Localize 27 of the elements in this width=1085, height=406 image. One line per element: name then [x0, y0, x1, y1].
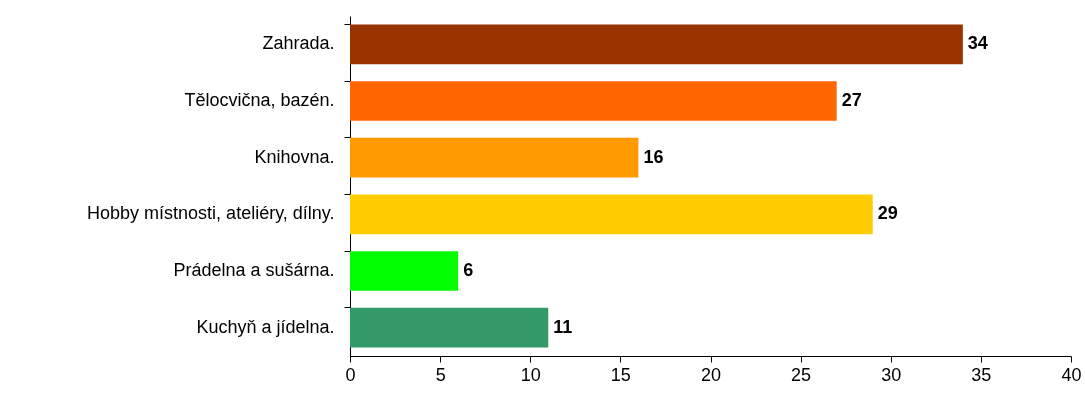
- bar: [350, 307, 549, 348]
- x-tick-label: 0: [345, 364, 356, 385]
- bar: [350, 251, 459, 291]
- data-label: 16: [643, 146, 664, 167]
- y-tick-label: Zahrada.: [262, 33, 335, 54]
- x-tick-label: 40: [1061, 364, 1082, 385]
- data-label: 6: [463, 260, 474, 280]
- x-tick-label: 5: [435, 364, 446, 385]
- x-tick-label: 25: [791, 364, 812, 385]
- bar: [350, 24, 963, 65]
- y-tick-label: Prádelna a sušárna.: [173, 260, 335, 280]
- x-tick-label: 30: [881, 364, 902, 385]
- x-tick-label: 10: [520, 364, 541, 385]
- bar: [350, 81, 837, 121]
- bar: [350, 194, 873, 235]
- y-tick-label: Knihovna.: [254, 146, 335, 167]
- data-label: 11: [553, 316, 573, 337]
- x-tick-label: 20: [700, 364, 722, 385]
- bar: [350, 137, 639, 178]
- y-tick-label: Tělocvična, bazén.: [184, 90, 335, 110]
- data-label: 29: [877, 203, 898, 224]
- x-tick-label: 35: [971, 364, 992, 385]
- data-label: 27: [841, 90, 862, 110]
- data-label: 34: [967, 33, 988, 54]
- y-tick-label: Kuchyň a jídelna.: [196, 316, 335, 337]
- x-tick-label: 15: [610, 364, 631, 385]
- y-tick-label: Hobby místnosti, ateliéry, dílny.: [87, 203, 335, 224]
